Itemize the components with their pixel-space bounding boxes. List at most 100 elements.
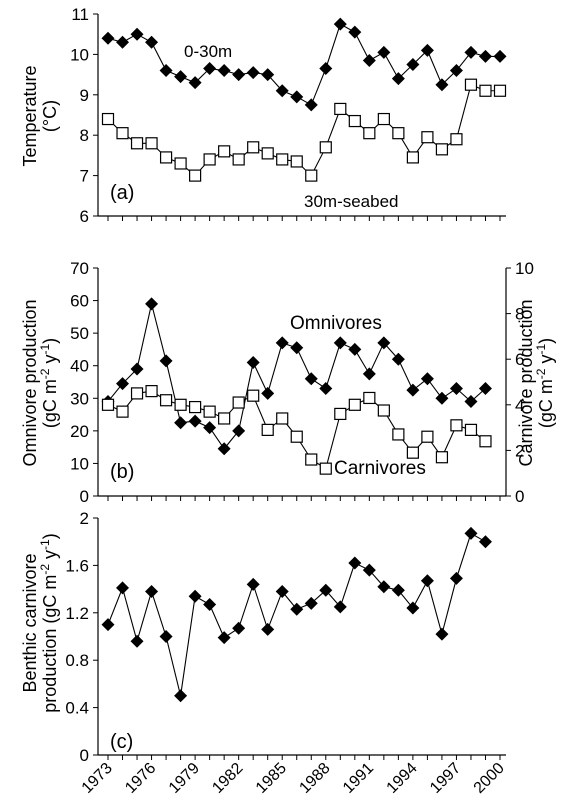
panel-1-y2-tick-label: 4: [515, 396, 524, 415]
panel-2-series-0-point: [464, 526, 478, 540]
panel-1-series-0-point: [261, 386, 275, 400]
panel-2-y-tick-label: 1.6: [65, 556, 89, 575]
panel-0-series-0-point: [116, 35, 130, 49]
panel-0-series-0-point: [348, 25, 362, 39]
panel-0-y-tick-label: 8: [80, 126, 89, 145]
panel-2-series-0-point: [333, 600, 347, 614]
panel-1-series-0-point: [116, 377, 130, 391]
panel-1-series-1-point: [159, 394, 173, 407]
panel-0-series-0-point: [217, 64, 231, 78]
panel-0-series-1-point: [377, 112, 390, 126]
panel-1-series-1-point: [247, 389, 260, 402]
panel-0-y-tick-label: 9: [80, 86, 89, 105]
panel-0-series-0-point: [275, 84, 289, 98]
panel-1-series-1-point: [450, 419, 463, 432]
panel-1-series-1-point: [203, 405, 216, 418]
panel-0-series-0-point: [391, 72, 405, 86]
panel-0-series-0-point: [493, 49, 507, 63]
panel-1-series-0-point: [319, 382, 333, 396]
panel-0-series-1-point: [232, 153, 245, 166]
panel-0-series-1-point: [247, 141, 260, 154]
panel-1-series-0-point: [304, 372, 318, 386]
panel-0-y-tick-label: 10: [70, 45, 89, 64]
series-label-carnivores: Carnivores: [334, 458, 426, 479]
panel-2-y-tick-label: 0.8: [65, 651, 89, 670]
panel-b-production: Omnivore production (gC m-2 y-1) Carnivo…: [20, 299, 556, 483]
panel-a-ylabel-line2: (°C): [40, 100, 60, 132]
panel-c-label: (c): [110, 731, 133, 753]
panel-0-series-1-point: [218, 145, 231, 158]
panel-0-series-1-point: [116, 127, 129, 140]
panel-0-y-tick-label: 7: [80, 167, 89, 186]
panel-0-series-1-point: [159, 151, 173, 164]
panel-0-series-1-point: [479, 84, 492, 97]
panel-1-series-0-point: [348, 342, 362, 356]
x-tick-label: 1982: [209, 760, 246, 797]
panel-2-series-0-point: [420, 574, 434, 588]
panel-2-series-0-point: [290, 602, 304, 616]
panel-1-y2-tick-label: 8: [515, 305, 524, 324]
panel-2-series-0-point: [232, 621, 246, 635]
panel-0-y-tick-label: 6: [80, 207, 89, 226]
panel-0-series-1-point: [406, 151, 419, 164]
panel-1-series-0-point: [478, 382, 492, 396]
panel-2-series-0-point: [362, 563, 376, 577]
panel-1-y2-tick-label: 6: [515, 350, 524, 369]
panel-0-series-1-point: [348, 114, 361, 128]
panel-1-y-tick-label: 10: [70, 454, 89, 473]
panel-2-y-tick-label: 1.2: [65, 604, 89, 623]
panel-1-series-1-point: [101, 398, 115, 411]
panel-1-series-1-point: [174, 398, 187, 411]
panel-1-y-tick-label: 20: [70, 422, 89, 441]
panel-0-series-0-point: [406, 58, 420, 71]
x-tick-label: 1976: [122, 760, 159, 797]
panel-1-y-tick-label: 0: [80, 487, 89, 506]
panel-2-series-0-point: [203, 598, 217, 612]
panel-0-series-0-point: [188, 76, 202, 90]
panel-1-series-1-point: [305, 453, 318, 466]
x-tick-label: 2000: [471, 760, 508, 797]
panel-0-series-0-point: [449, 64, 463, 78]
panel-a-ylabel-line1: Temperature: [20, 65, 40, 166]
panel-1-series-0-point: [406, 383, 420, 397]
panel-1-series-0-point: [203, 421, 217, 435]
panel-2-series-0-point: [319, 583, 333, 597]
panel-2-series-0-point: [406, 601, 420, 615]
panel-1-series-1-point: [363, 391, 376, 405]
panel-2-series-0-point: [449, 571, 463, 585]
panel-1-series-0-point: [362, 367, 376, 381]
panel-0-series-0-line: [107, 23, 500, 106]
panel-0-series-0-point: [130, 27, 144, 41]
panel-1-series-1-point: [406, 446, 419, 459]
panel-1-series-0-point: [333, 336, 347, 350]
panel-1-series-1-point: [145, 385, 158, 398]
panel-1-series-1-point: [479, 435, 492, 448]
panel-2-series-0-point: [435, 627, 449, 641]
x-tick-label: 1979: [166, 760, 203, 797]
panel-0-series-0-point: [464, 45, 478, 59]
panel-1-y2-tick-label: 2: [515, 441, 524, 460]
panel-1-y-tick-label: 40: [70, 357, 89, 376]
panel-a-temperature: Temperature (°C) (a) 0-30m 30m-seabed: [20, 42, 399, 211]
panel-0-series-1-point: [450, 133, 463, 146]
panel-0-series-0-point: [261, 68, 275, 82]
panel-0-series-0-point: [435, 78, 449, 92]
panel-0-series-1-point: [435, 143, 449, 156]
chart-marks: 6 7 8 9 10 11 0 10 20 30 40 50 60 70 0 2 4 6 8 10 0 0.4 0.8 1.2…: [65, 5, 534, 797]
panel-0-series-0-point: [145, 35, 159, 49]
panel-1-series-0-point: [217, 442, 231, 456]
panel-1-series-1-point: [319, 462, 332, 475]
series-label-30m-seabed: 30m-seabed: [304, 192, 399, 211]
panel-0-series-0-point: [333, 17, 347, 31]
panel-b-right-ylabel-line2: (gC m-2 y-1): [534, 338, 556, 428]
panel-1-series-0-point: [232, 424, 246, 438]
panel-1-series-0-point: [174, 416, 188, 430]
panel-0-series-1-point: [189, 169, 202, 182]
panel-0-series-1-point: [464, 78, 478, 91]
panel-1-series-1-point: [130, 387, 144, 400]
panel-1-series-1-point: [377, 404, 390, 417]
panel-0-series-0-point: [159, 64, 173, 78]
panel-0-series-0-point: [377, 45, 391, 59]
panel-0-series-1-point: [319, 141, 332, 154]
